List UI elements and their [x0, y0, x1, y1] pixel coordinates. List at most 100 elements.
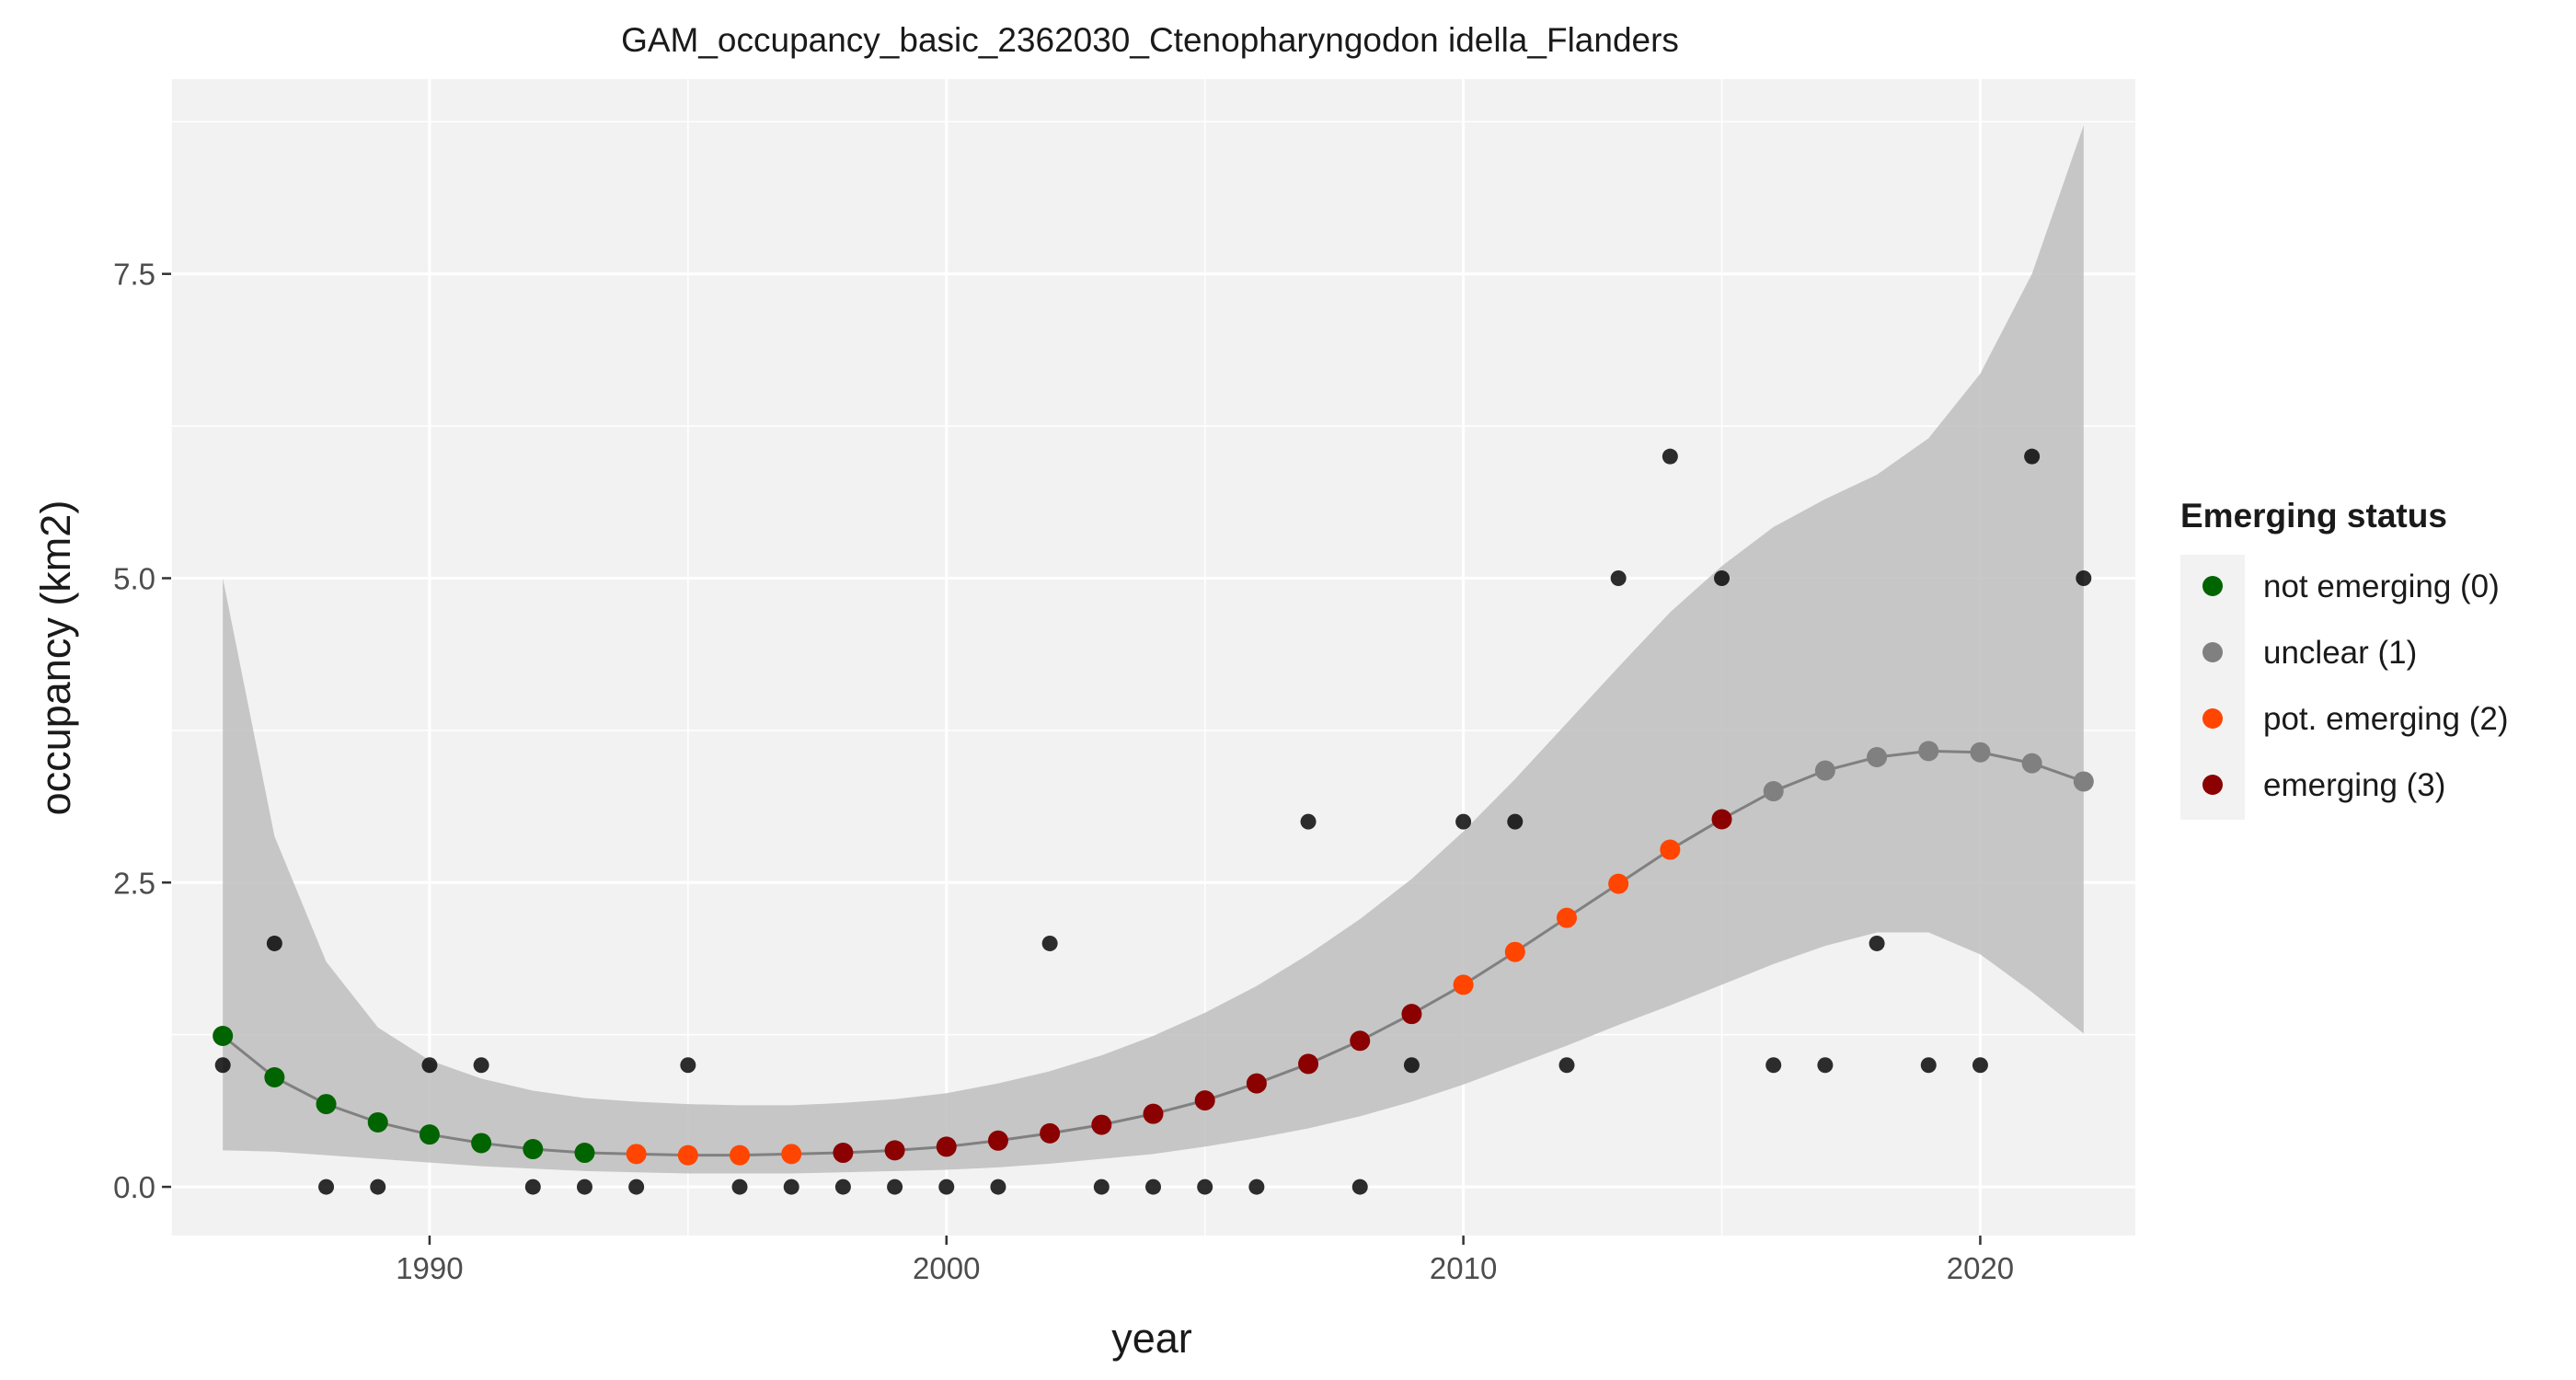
observed-point [524, 1179, 541, 1195]
fitted-point [1970, 742, 1991, 763]
fitted-point [730, 1144, 751, 1166]
observed-point [1869, 935, 1885, 951]
fitted-point [1298, 1053, 1319, 1075]
observed-point [680, 1057, 696, 1074]
observed-point [731, 1179, 748, 1195]
fitted-point [626, 1144, 647, 1165]
legend-label: not emerging (0) [2263, 569, 2500, 604]
fitted-point [2021, 753, 2042, 774]
fitted-point [781, 1144, 802, 1165]
x-axis-title: year [1111, 1315, 1192, 1362]
fitted-point [936, 1136, 957, 1157]
observed-point [1145, 1179, 1161, 1195]
observed-points [214, 448, 2092, 1195]
observed-point [1351, 1179, 1368, 1195]
x-tick-label: 2020 [1947, 1251, 2014, 1285]
fitted-point [2073, 771, 2094, 792]
legend: Emerging status not emerging (0) unclear … [2180, 497, 2509, 820]
y-tick-label: 5.0 [113, 561, 155, 595]
legend-key-point [2202, 775, 2223, 795]
y-tick-label: 2.5 [113, 866, 155, 900]
observed-point [1041, 935, 1058, 951]
fitted-point [1504, 941, 1525, 962]
observed-point [887, 1179, 903, 1195]
x-axis: 1990 2000 2010 2020 [396, 1236, 2014, 1285]
observed-point [1817, 1057, 1834, 1074]
observed-point [1610, 569, 1627, 586]
observed-point [1093, 1179, 1110, 1195]
observed-point [421, 1057, 438, 1074]
observed-point [1455, 813, 1472, 830]
fitted-point [1091, 1114, 1112, 1135]
observed-point [1920, 1057, 1937, 1074]
legend-key-point [2202, 642, 2223, 662]
observed-point [370, 1179, 386, 1195]
observed-point [576, 1179, 592, 1195]
observed-point [990, 1179, 1006, 1195]
observed-point [2024, 448, 2041, 465]
x-tick-label: 2010 [1430, 1251, 1497, 1285]
fitted-point [1608, 873, 1629, 894]
fitted-point [1401, 1004, 1422, 1025]
confidence-ribbon [223, 125, 2084, 1174]
observed-point [938, 1179, 955, 1195]
observed-point [473, 1057, 489, 1074]
fitted-point [523, 1139, 544, 1160]
observed-point [1403, 1057, 1420, 1074]
y-axis: 0.0 2.5 5.0 7.5 [113, 258, 171, 1204]
fitted-point [213, 1026, 234, 1047]
fitted-point [1453, 974, 1474, 995]
fitted-point [367, 1111, 388, 1133]
fitted-point [884, 1140, 905, 1161]
fitted-point [1040, 1122, 1061, 1144]
observed-point [1558, 1057, 1575, 1074]
observed-point [2076, 569, 2092, 586]
fitted-point [1918, 741, 1939, 762]
fitted-point [1143, 1103, 1164, 1124]
observed-point [1972, 1057, 1988, 1074]
x-tick-label: 1990 [396, 1251, 463, 1285]
observed-point [214, 1057, 231, 1074]
fitted-point [1350, 1030, 1371, 1052]
observed-point [1662, 448, 1678, 465]
observed-point [628, 1179, 645, 1195]
y-axis-title: occupancy (km2) [32, 500, 79, 816]
observed-point [1765, 1057, 1782, 1074]
legend-key-point [2202, 576, 2223, 596]
fitted-point [1867, 746, 1888, 767]
y-tick-label: 0.0 [113, 1170, 155, 1204]
fitted-point [1814, 760, 1835, 781]
observed-point [1507, 813, 1524, 830]
observed-point [1300, 813, 1317, 830]
legend-key-point [2202, 708, 2223, 729]
fitted-points [213, 741, 2094, 1166]
fitted-point [833, 1143, 854, 1164]
observed-point [783, 1179, 799, 1195]
fitted-point [264, 1066, 285, 1087]
y-tick-label: 7.5 [113, 258, 155, 292]
fitted-point [316, 1094, 337, 1115]
observed-point [1714, 569, 1731, 586]
fitted-point [471, 1133, 492, 1154]
fitted-point [987, 1130, 1008, 1151]
fitted-point [1660, 839, 1681, 860]
observed-point [318, 1179, 335, 1195]
legend-title: Emerging status [2180, 497, 2447, 535]
legend-label: unclear (1) [2263, 635, 2417, 671]
fitted-point [1556, 907, 1577, 928]
observed-point [834, 1179, 851, 1195]
x-tick-label: 2000 [913, 1251, 980, 1285]
chart-title: GAM_occupancy_basic_2362030_Ctenopharyng… [621, 21, 1679, 59]
fitted-point [419, 1124, 440, 1145]
legend-label: emerging (3) [2263, 767, 2445, 803]
observed-point [266, 935, 282, 951]
observed-point [1197, 1179, 1213, 1195]
fitted-point [574, 1143, 595, 1164]
fitted-point [1246, 1073, 1267, 1094]
fitted-point [1711, 809, 1732, 830]
fitted-point [1194, 1090, 1215, 1111]
legend-label: pot. emerging (2) [2263, 701, 2509, 737]
fitted-point [1763, 781, 1784, 802]
observed-point [1248, 1179, 1265, 1195]
